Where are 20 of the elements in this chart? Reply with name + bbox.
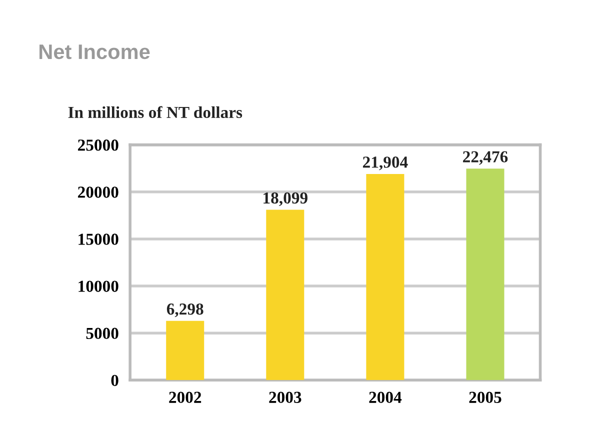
y-tick-label: 10000 (78, 280, 118, 292)
x-tick-label: 2005 (469, 392, 502, 404)
data-label: 6,298 (166, 303, 204, 318)
y-tick-label: 5000 (86, 328, 118, 340)
x-tick-label: 2003 (269, 392, 302, 404)
chart-subtitle: In millions of NT dollars (68, 106, 242, 118)
y-tick-label: 0 (111, 374, 118, 386)
chart-title: Net Income (40, 44, 150, 60)
x-tick-label: 2004 (369, 392, 402, 404)
bar (266, 210, 304, 380)
bar (366, 174, 404, 380)
y-tick-label: 25000 (78, 140, 118, 151)
data-label: 22,476 (463, 151, 508, 165)
bar (466, 168, 504, 380)
data-label: 18,099 (264, 192, 308, 206)
bar (166, 320, 204, 380)
y-tick-label: 20000 (78, 186, 118, 198)
y-tick-label: 15000 (78, 234, 118, 245)
x-tick-label: 2002 (169, 392, 202, 404)
data-label: 21,904 (362, 156, 408, 170)
